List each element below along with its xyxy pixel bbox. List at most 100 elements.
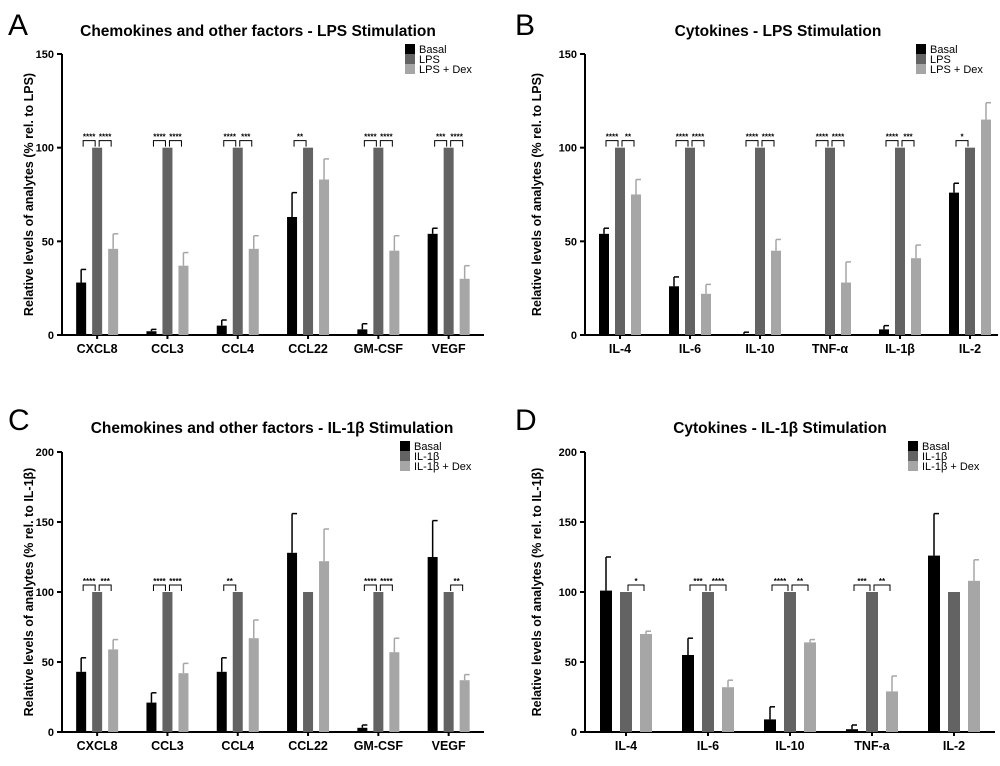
y-tick-label: 100: [36, 143, 54, 155]
significance-label: ****: [99, 133, 112, 142]
bar-lps-dex-il-4: [631, 194, 641, 335]
bar-il-1-il-2: [948, 592, 960, 732]
significance-label: ****: [832, 133, 845, 142]
bar-lps-ccl22: [303, 147, 314, 335]
significance-bracket: [98, 584, 112, 591]
significance-bracket: [605, 140, 619, 147]
x-tick-label: VEGF: [432, 739, 466, 753]
significance-bracket: [885, 140, 899, 147]
x-tick-label: IL-4: [615, 739, 637, 753]
significance-label: ****: [380, 577, 393, 586]
x-tick-label: IL-6: [679, 342, 701, 356]
y-tick-label: 0: [48, 330, 54, 342]
significance-label: *: [960, 133, 964, 142]
bar-il-1-dex-ccl4: [248, 638, 259, 732]
significance-bracket: [450, 584, 464, 591]
bar-lps-dex-vegf: [459, 278, 470, 335]
x-tick-label: IL-10: [775, 739, 804, 753]
significance-label: ****: [83, 133, 96, 142]
bar-il-1-dex-vegf: [459, 680, 470, 732]
bar-il-1-dex-il-4: [640, 634, 652, 732]
bar-lps-dex-il-6: [701, 293, 711, 335]
significance-bracket: [709, 584, 727, 591]
significance-bracket: [450, 140, 464, 147]
significance-label: ****: [692, 133, 705, 142]
significance-bracket: [853, 584, 871, 591]
significance-label: ****: [224, 133, 237, 142]
bar-lps-gm-csf: [373, 147, 384, 335]
bar-lps-ccl4: [232, 147, 243, 335]
bar-il-1-il-4: [620, 592, 632, 732]
y-tick-label: 100: [559, 143, 577, 155]
y-tick-label: 50: [565, 657, 577, 669]
significance-label: *: [634, 577, 638, 586]
significance-bracket: [239, 140, 253, 147]
significance-label: ****: [380, 133, 393, 142]
significance-label: ***: [100, 577, 110, 586]
bar-basal-il-4: [599, 233, 609, 335]
bar-lps-dex-tnf: [841, 282, 851, 335]
bar-il-1-il-10: [784, 592, 796, 732]
bar-lps-vegf: [443, 147, 454, 335]
x-tick-label: CXCL8: [77, 342, 118, 356]
legend-swatch-il-1: [908, 451, 918, 461]
significance-bracket: [82, 140, 96, 147]
legend-label: LPS + Dex: [419, 64, 472, 76]
significance-label: **: [879, 577, 886, 586]
x-tick-label: CCL4: [221, 739, 254, 753]
x-tick-label: CCL22: [288, 342, 328, 356]
significance-label: ****: [153, 577, 166, 586]
y-tick-label: 0: [571, 330, 577, 342]
legend-label: IL-1β + Dex: [922, 461, 980, 473]
significance-label: ****: [450, 133, 463, 142]
legend-label: LPS: [419, 54, 440, 66]
bar-lps-dex-il-2: [981, 119, 991, 335]
legend-label: Basal: [414, 441, 442, 453]
bar-basal-ccl3: [146, 702, 157, 732]
bar-il-1-ccl4: [232, 592, 243, 732]
y-tick-label: 0: [571, 727, 577, 739]
legend-label: LPS + Dex: [930, 64, 983, 76]
significance-label: ****: [816, 133, 829, 142]
bar-lps-il-2: [965, 147, 975, 335]
bar-il-1-dex-gm-csf: [389, 652, 400, 732]
bar-basal-cxcl8: [76, 282, 87, 335]
y-tick-label: 100: [559, 587, 577, 599]
x-tick-label: GM-CSF: [354, 739, 404, 753]
x-tick-label: CCL3: [151, 739, 184, 753]
significance-label: ****: [83, 577, 96, 586]
bar-lps-il-4: [615, 147, 625, 335]
y-tick-label: 200: [559, 447, 577, 459]
x-tick-label: CCL4: [221, 342, 254, 356]
bar-il-1-dex-il-2: [968, 580, 980, 732]
significance-label: ***: [903, 133, 913, 142]
x-tick-label: IL-6: [697, 739, 719, 753]
bar-il-1-dex-cxcl8: [108, 649, 119, 732]
significance-label: **: [454, 577, 461, 586]
x-tick-label: CCL3: [151, 342, 184, 356]
bar-basal-il-6: [682, 655, 694, 732]
significance-bracket: [223, 584, 237, 591]
panel-letter: D: [515, 404, 537, 437]
x-tick-label: IL-1β: [885, 342, 915, 356]
significance-bracket: [691, 140, 705, 147]
significance-bracket: [689, 584, 707, 591]
bar-basal-il-10: [764, 719, 776, 732]
x-tick-label: IL-4: [609, 342, 631, 356]
bar-il-1-il-6: [702, 592, 714, 732]
legend-swatch-basal: [908, 441, 918, 451]
significance-label: ****: [364, 577, 377, 586]
legend-swatch-lps: [916, 54, 926, 64]
y-tick-label: 150: [559, 517, 577, 529]
legend-swatch-lps-dex: [405, 64, 415, 74]
bar-il-1-tnf-a: [866, 592, 878, 732]
panel-b: B Cytokines - LPS Stimulation Relative lev…: [515, 9, 998, 356]
x-tick-label: TNF-α: [812, 342, 848, 356]
legend-label: Basal: [419, 44, 447, 56]
significance-label: ***: [241, 133, 251, 142]
significance-bracket: [815, 140, 829, 147]
bar-il-1-dex-tnf-a: [886, 691, 898, 732]
legend-swatch-basal: [916, 44, 926, 54]
significance-bracket: [621, 140, 635, 147]
